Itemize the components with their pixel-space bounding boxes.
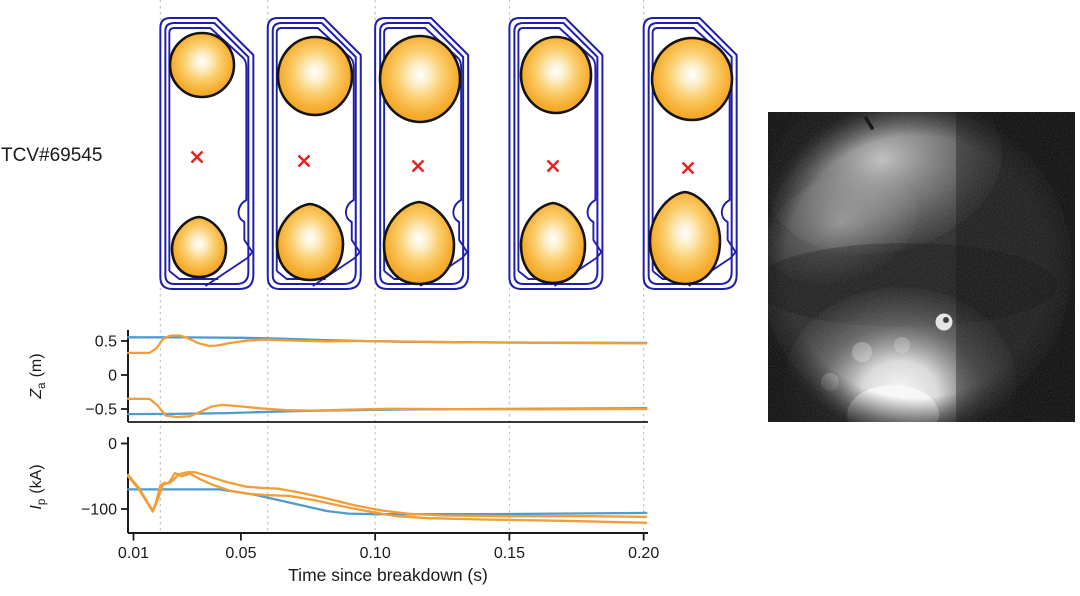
plasma-axis-marker	[190, 150, 204, 164]
plasma-axis-marker	[681, 161, 695, 175]
vessel-limiter-contour	[168, 27, 254, 287]
za-ytick-label: −0.5	[85, 402, 117, 419]
plasma-droplet-bottom	[382, 200, 456, 286]
ip-ytick-label: 0	[108, 436, 117, 453]
plasma-droplet-top	[519, 35, 593, 115]
plasma-axis-marker	[297, 154, 311, 168]
vessel-snapshot	[508, 17, 604, 290]
vessel-inner-wall	[513, 22, 599, 285]
camera-image	[768, 112, 1075, 422]
measured-plasma-current-2-line	[126, 471, 648, 519]
za-axis-label: Za (m)	[28, 353, 48, 399]
za-subscript: a	[36, 382, 48, 389]
ip-subscript: p	[36, 499, 48, 505]
camera-noise-overlay	[768, 112, 1075, 422]
plasma-axis-marker	[546, 159, 560, 173]
ip-axis-label: Ip (kA)	[28, 464, 48, 509]
shot-label: TCV#69545	[1, 145, 102, 166]
time-xtick-label: 0.01	[118, 545, 149, 562]
vessel-inner-wall	[271, 22, 357, 285]
plasma-droplet-bottom	[170, 215, 228, 279]
za-symbol: Z	[28, 388, 45, 400]
vessel-inner-wall	[379, 22, 465, 285]
za-unit: (m)	[28, 353, 45, 377]
vessel-inner-wall	[164, 22, 250, 285]
ip-ytick-label: −100	[81, 502, 117, 519]
measured-plasma-current-1-line	[126, 471, 648, 524]
plasma-droplet-bottom	[275, 202, 345, 282]
time-xtick-label: 0.20	[628, 545, 659, 562]
vessel-snapshot	[266, 17, 362, 290]
time-xtick-label: 0.05	[225, 545, 256, 562]
vessel-snapshots	[159, 17, 738, 290]
vessel-snapshot	[159, 17, 255, 290]
vessel-snapshot	[374, 17, 470, 290]
vessel-snapshot	[642, 17, 738, 290]
time-xtick-label: 0.10	[360, 545, 391, 562]
plasma-droplet-bottom	[648, 190, 722, 286]
measured-upper-droplet-line	[126, 334, 648, 355]
ip-unit: (kA)	[28, 464, 45, 493]
za-plot: 0.5 0 −0.5	[85, 330, 648, 423]
plasma-droplet-top	[650, 36, 734, 122]
plasma-droplet-top	[276, 35, 354, 117]
plasma-droplet-top	[378, 34, 462, 124]
time-xtick-label: 0.15	[494, 545, 525, 562]
ip-symbol: I	[28, 505, 45, 510]
plasma-axis-marker	[411, 159, 425, 173]
plasma-droplet-top	[168, 31, 236, 99]
plasma-droplet-bottom	[519, 201, 587, 285]
za-ytick-label: 0	[108, 368, 117, 385]
za-ytick-label: 0.5	[95, 334, 117, 351]
measured-lower-droplet-line	[126, 397, 648, 419]
vessel-inner-wall	[647, 22, 733, 285]
time-series-plots: 0.5 0 −0.5 0 −100 0.01 0.05 0.10 0.15 0.20	[81, 330, 659, 562]
ip-plot: 0 −100 0.01 0.05 0.10 0.15 0.20	[81, 436, 659, 562]
time-axis-label: Time since breakdown (s)	[288, 565, 488, 585]
